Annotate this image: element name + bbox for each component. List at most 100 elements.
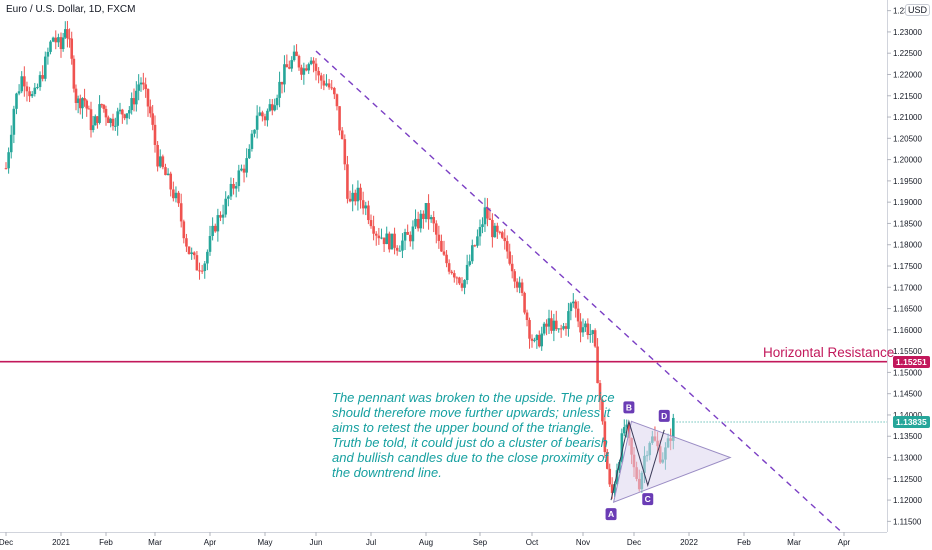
y-tick-label: 1.21500 [893, 92, 922, 101]
candle-body [618, 461, 621, 471]
pattern-point-b-label: B [626, 402, 632, 412]
candle-body [523, 292, 526, 313]
candle-body [98, 104, 101, 123]
candle-body [232, 183, 235, 189]
candle-body [221, 214, 225, 218]
candle-body [380, 237, 383, 239]
candle-body [33, 87, 37, 95]
candle-body [348, 198, 352, 202]
candle-body [255, 115, 259, 130]
candle-body [190, 252, 193, 255]
candle-body [116, 111, 119, 126]
candle-body [498, 231, 502, 233]
candle-body [130, 98, 133, 111]
candle-body [393, 233, 396, 248]
candle-body [493, 225, 497, 238]
candle-body [247, 148, 251, 159]
x-tick-label: Dec [0, 538, 13, 547]
y-tick-label: 1.19500 [893, 177, 922, 186]
candle-body [458, 277, 461, 284]
candle-body [460, 283, 464, 288]
candle-body [424, 203, 428, 219]
candle-body [49, 41, 52, 52]
candle-body [377, 235, 381, 239]
candle-body [390, 233, 394, 250]
candle-body [588, 334, 592, 336]
candle-body [367, 205, 370, 221]
candle-body [620, 433, 624, 462]
candle-body [625, 424, 629, 428]
x-tick-label: Sep [473, 538, 488, 547]
candle-body [91, 125, 95, 131]
candle-body [4, 168, 8, 170]
candle-body [470, 245, 474, 262]
candle-body [107, 117, 110, 124]
candle-body [242, 168, 246, 173]
candle-body [275, 97, 279, 106]
candle-body [166, 173, 170, 176]
candle-body [571, 301, 575, 304]
candle-body [87, 108, 91, 110]
candle-body [325, 83, 328, 86]
candle-body [322, 80, 326, 86]
candle-body [593, 330, 597, 347]
candle-body [598, 383, 602, 400]
downtrend-line [315, 50, 842, 533]
candle-body [203, 263, 207, 271]
candle-body [96, 116, 99, 123]
candle-body [483, 207, 487, 225]
candle-body [540, 333, 544, 347]
candle-body [287, 67, 291, 69]
candle-body [473, 245, 477, 247]
candle-body [388, 233, 391, 250]
candle-body [85, 100, 89, 109]
candle-body [213, 225, 217, 232]
candle-body [537, 334, 541, 347]
candle-body [54, 37, 58, 43]
candle-body [128, 110, 131, 114]
currency-badge[interactable]: USD [905, 4, 931, 16]
chart-title: Euro / U.S. Dollar, 1D, FXCM [6, 4, 136, 15]
candle-body [338, 106, 341, 131]
candle-body [547, 318, 551, 327]
candle-body [317, 70, 320, 76]
candle-body [30, 94, 34, 97]
candle-body [401, 240, 404, 251]
y-tick-label: 1.15000 [893, 368, 922, 377]
candle-body [227, 196, 230, 199]
y-tick-label: 1.22000 [893, 70, 922, 79]
y-tick-label: 1.16500 [893, 305, 922, 314]
candle-body [463, 280, 466, 288]
candle-body [219, 215, 222, 218]
candle-body [158, 156, 162, 167]
candle-body [525, 312, 529, 321]
candle-body [273, 105, 277, 111]
candle-body [290, 60, 294, 69]
candle-body [369, 220, 373, 227]
y-tick-label: 1.11500 [893, 517, 922, 526]
candle-body [93, 116, 97, 126]
candle-body [28, 91, 31, 97]
candle-body [333, 87, 336, 95]
candle-body [478, 227, 482, 237]
candle-body [395, 247, 399, 251]
candle-body [23, 76, 26, 87]
candle-body [319, 75, 323, 81]
candle-body [74, 88, 78, 103]
y-tick-label: 1.20000 [893, 156, 922, 165]
candle-body [121, 109, 124, 115]
candle-body [169, 173, 173, 190]
candle-body [36, 87, 39, 89]
candle-body [491, 220, 494, 238]
candle-body [508, 251, 512, 264]
candle-body [596, 346, 599, 384]
candle-body [567, 311, 570, 329]
candle-body [283, 64, 286, 85]
candle-body [66, 29, 69, 39]
candle-body [550, 318, 553, 331]
candle-body [564, 326, 568, 329]
candle-body [500, 232, 504, 238]
y-tick-label: 1.22500 [893, 49, 922, 58]
resistance-price-tag: 1.15251 [893, 355, 930, 368]
